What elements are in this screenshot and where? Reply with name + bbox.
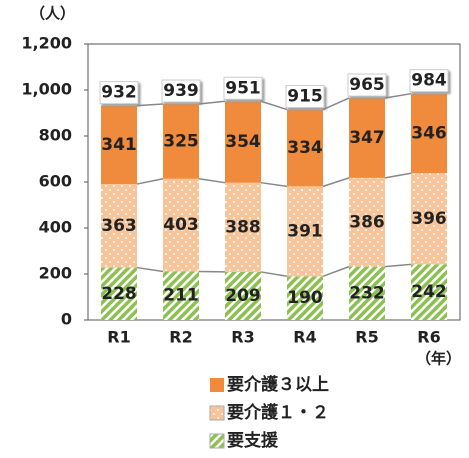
data-label: 396: [411, 209, 447, 229]
data-label: 403: [163, 215, 199, 235]
legend-swatch: [210, 434, 224, 448]
legend-label: 要支援: [227, 430, 279, 451]
data-label: 363: [101, 216, 137, 236]
data-label: 232: [349, 283, 385, 303]
x-tick-label: R4: [293, 328, 316, 347]
y-tick-label: 200: [39, 264, 72, 283]
data-label: 347: [349, 128, 385, 148]
y-tick-label: 600: [39, 172, 72, 191]
x-unit: （年）: [416, 350, 461, 368]
x-tick-label: R6: [417, 328, 440, 347]
data-label: 211: [163, 286, 199, 306]
connector-line: [385, 94, 411, 98]
data-label: 391: [287, 221, 323, 241]
data-label: 334: [287, 138, 323, 158]
total-label: 984: [411, 71, 447, 91]
connector-line: [261, 272, 287, 276]
connector-line: [323, 98, 349, 110]
data-label: 388: [225, 217, 261, 237]
data-label: 242: [411, 282, 447, 302]
legend-label: 要介護１・２: [227, 402, 329, 423]
connector-line: [261, 183, 287, 187]
data-label: 228: [101, 284, 137, 304]
y-tick-label: 1,000: [21, 80, 72, 99]
total-label: 951: [225, 78, 261, 98]
connector-line: [199, 179, 225, 183]
total-label: 965: [349, 75, 385, 95]
total-label: 932: [101, 83, 137, 103]
data-label: 341: [101, 135, 137, 155]
y-unit: （人）: [30, 5, 75, 23]
y-tick-label: 400: [39, 218, 72, 237]
total-label: 939: [163, 81, 199, 101]
connector-line: [323, 267, 349, 277]
data-label: 209: [225, 286, 261, 306]
connector-line: [323, 178, 349, 187]
total-label: 915: [287, 87, 323, 107]
connector-line: [385, 173, 411, 178]
legend-label: 要介護３以上: [227, 374, 329, 395]
connector-line: [385, 264, 411, 266]
y-tick-label: 0: [61, 310, 72, 329]
y-tick-label: 800: [39, 126, 72, 145]
legend-swatch: [210, 406, 224, 420]
legend-swatch: [210, 378, 224, 392]
data-label: 325: [163, 131, 199, 151]
data-label: 386: [349, 212, 385, 232]
x-tick-label: R3: [231, 328, 254, 347]
data-label: 354: [225, 132, 261, 152]
connector-line: [137, 179, 163, 184]
data-label: 346: [411, 123, 447, 143]
x-tick-label: R2: [169, 328, 192, 347]
data-label: 190: [287, 288, 323, 308]
connector-line: [137, 268, 163, 272]
connector-line: [137, 104, 163, 106]
connector-line: [199, 101, 225, 104]
y-tick-label: 1,200: [21, 34, 72, 53]
x-tick-label: R5: [355, 328, 378, 347]
x-tick-label: R1: [107, 328, 130, 347]
connector-line: [261, 101, 287, 109]
